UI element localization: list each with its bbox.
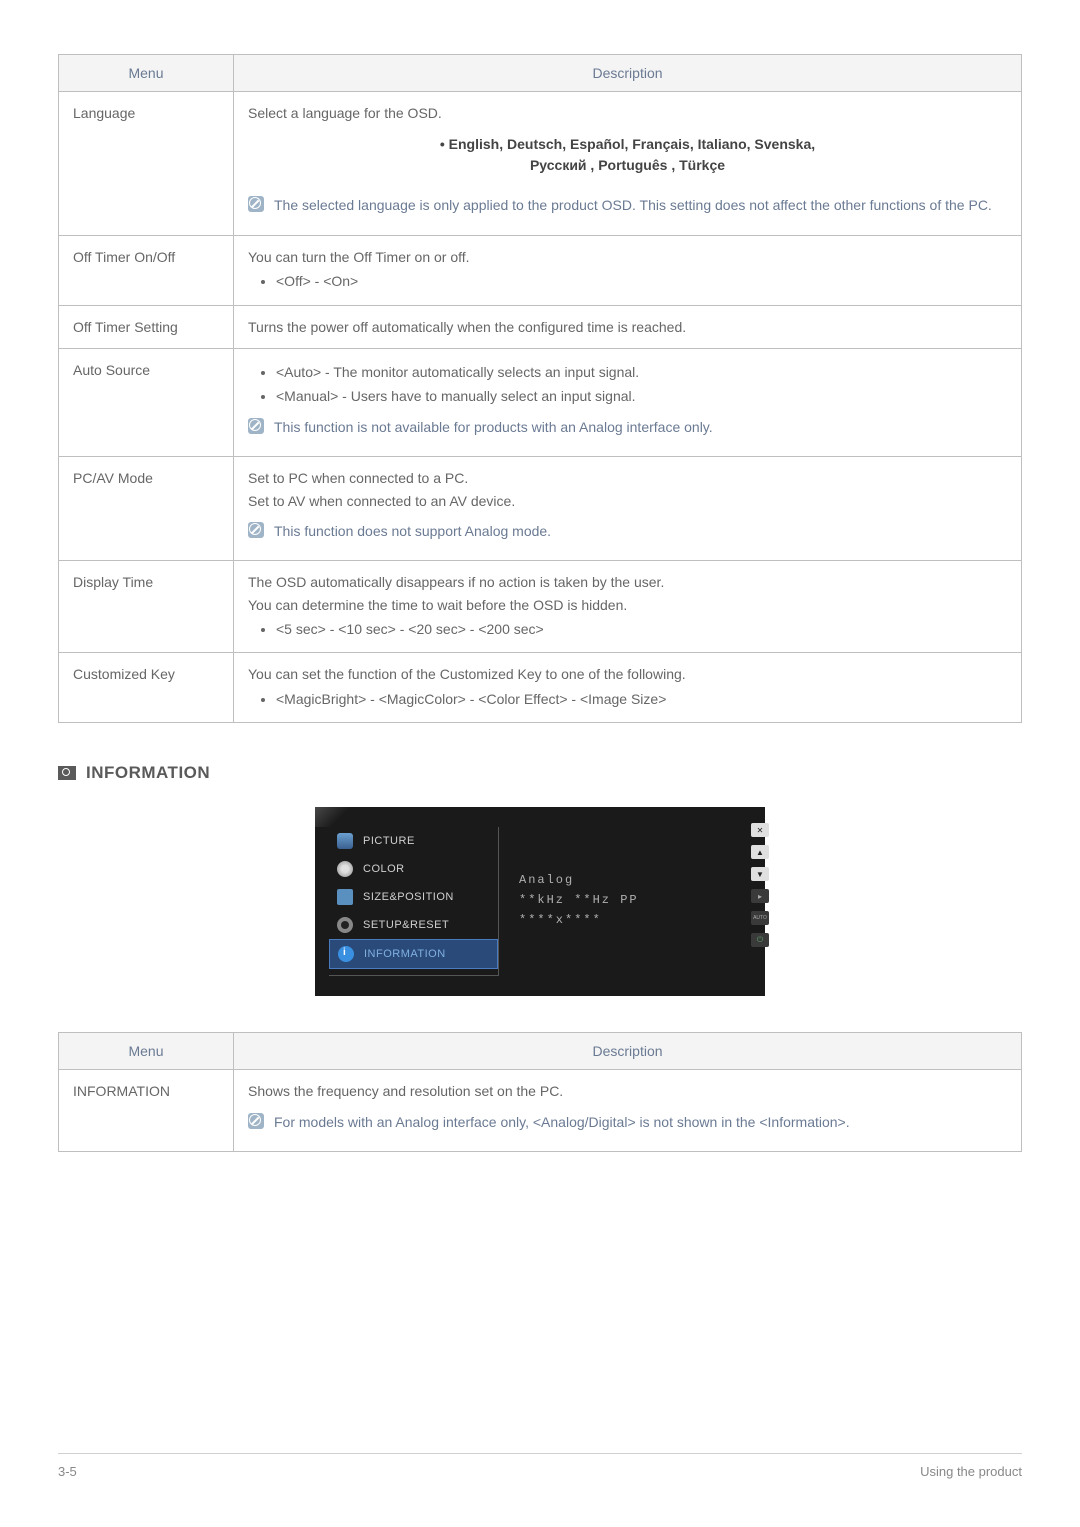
table-row: INFORMATION Shows the frequency and reso… — [59, 1070, 1022, 1152]
header-description: Description — [234, 55, 1022, 92]
info-icon — [338, 946, 354, 962]
header-menu: Menu — [59, 55, 234, 92]
footer-text: Using the product — [920, 1464, 1022, 1479]
note-text: This function is not available for produ… — [274, 416, 713, 438]
osd-item-sizepos: SIZE&POSITION — [329, 883, 498, 911]
section-icon — [58, 766, 76, 780]
picture-icon — [337, 833, 353, 849]
table-row: Off Timer Setting Turns the power off au… — [59, 305, 1022, 348]
osd-side-buttons: ✕ ▲ ▼ ▸ AUTO ⏻ — [751, 823, 769, 947]
menu-cell: Language — [59, 92, 234, 236]
table-header-row: Menu Description — [59, 55, 1022, 92]
menu-cell: Auto Source — [59, 348, 234, 456]
note-icon — [248, 522, 264, 538]
up-icon: ▲ — [751, 845, 769, 859]
desc-cell: Select a language for the OSD. • English… — [234, 92, 1022, 236]
bullet-list: <Auto> - The monitor automatically selec… — [248, 361, 1007, 408]
osd-line: ****x**** — [519, 913, 731, 927]
menu-cell: Off Timer On/Off — [59, 235, 234, 305]
desc-cell: Shows the frequency and resolution set o… — [234, 1070, 1022, 1152]
table-row: Off Timer On/Off You can turn the Off Ti… — [59, 235, 1022, 305]
list-item: <Off> - <On> — [276, 270, 1007, 292]
desc-text: You can set the function of the Customiz… — [248, 663, 1007, 685]
menu-cell: Off Timer Setting — [59, 305, 234, 348]
desc-cell: You can turn the Off Timer on or off. <O… — [234, 235, 1022, 305]
table-row: Display Time The OSD automatically disap… — [59, 561, 1022, 653]
desc-cell: Set to PC when connected to a PC. Set to… — [234, 457, 1022, 561]
table-row: Customized Key You can set the function … — [59, 653, 1022, 723]
desc-text: Set to AV when connected to an AV device… — [248, 490, 1007, 512]
section-header: INFORMATION — [58, 763, 1022, 783]
desc-text: You can turn the Off Timer on or off. — [248, 246, 1007, 268]
osd-screenshot-wrap: PICTURE COLOR SIZE&POSITION SETUP&RESET … — [58, 807, 1022, 996]
table-row: PC/AV Mode Set to PC when connected to a… — [59, 457, 1022, 561]
page-footer: 3-5 Using the product — [58, 1453, 1022, 1479]
note: This function does not support Analog mo… — [248, 520, 1007, 542]
close-icon: ✕ — [751, 823, 769, 837]
osd-ribbon-icon — [315, 807, 355, 827]
osd-line: Analog — [519, 873, 731, 887]
note: The selected language is only applied to… — [248, 194, 1007, 216]
desc-text: Shows the frequency and resolution set o… — [248, 1080, 1007, 1102]
size-icon — [337, 889, 353, 905]
bullet-list: <5 sec> - <10 sec> - <20 sec> - <200 sec… — [248, 618, 1007, 640]
menu-cell: Display Time — [59, 561, 234, 653]
bullet-list: <MagicBright> - <MagicColor> - <Color Ef… — [248, 688, 1007, 710]
language-list: • English, Deutsch, Español, Français, I… — [248, 124, 1007, 186]
down-icon: ▼ — [751, 867, 769, 881]
header-description: Description — [234, 1033, 1022, 1070]
section-title: INFORMATION — [86, 763, 210, 783]
color-icon — [337, 861, 353, 877]
note: This function is not available for produ… — [248, 416, 1007, 438]
menu-cell: INFORMATION — [59, 1070, 234, 1152]
menu-cell: PC/AV Mode — [59, 457, 234, 561]
note-icon — [248, 1113, 264, 1129]
menu-cell: Customized Key — [59, 653, 234, 723]
desc-text: Set to PC when connected to a PC. — [248, 467, 1007, 489]
list-item: <MagicBright> - <MagicColor> - <Color Ef… — [276, 688, 1007, 710]
desc-cell: <Auto> - The monitor automatically selec… — [234, 348, 1022, 456]
table-row: Auto Source <Auto> - The monitor automat… — [59, 348, 1022, 456]
menu-table-2: Menu Description INFORMATION Shows the f… — [58, 1032, 1022, 1152]
osd-menu-list: PICTURE COLOR SIZE&POSITION SETUP&RESET … — [329, 827, 499, 976]
note-text: The selected language is only applied to… — [274, 194, 992, 216]
desc-text: The OSD automatically disappears if no a… — [248, 571, 1007, 593]
desc-cell: The OSD automatically disappears if no a… — [234, 561, 1022, 653]
osd-line: **kHz **Hz PP — [519, 893, 731, 907]
header-menu: Menu — [59, 1033, 234, 1070]
auto-button: AUTO — [751, 911, 769, 925]
table-row: Language Select a language for the OSD. … — [59, 92, 1022, 236]
osd-item-setup: SETUP&RESET — [329, 911, 498, 939]
desc-cell: You can set the function of the Customiz… — [234, 653, 1022, 723]
page-number: 3-5 — [58, 1464, 77, 1479]
note-text: For models with an Analog interface only… — [274, 1111, 850, 1133]
osd-item-picture: PICTURE — [329, 827, 498, 855]
desc-cell: Turns the power off automatically when t… — [234, 305, 1022, 348]
desc-text: Select a language for the OSD. — [248, 102, 1007, 124]
bullet-list: <Off> - <On> — [248, 270, 1007, 292]
menu-table-1: Menu Description Language Select a langu… — [58, 54, 1022, 723]
enter-icon: ▸ — [751, 889, 769, 903]
list-item: <Auto> - The monitor automatically selec… — [276, 361, 1007, 383]
list-item: <Manual> - Users have to manually select… — [276, 385, 1007, 407]
power-icon: ⏻ — [751, 933, 769, 947]
note-text: This function does not support Analog mo… — [274, 520, 551, 542]
note-icon — [248, 196, 264, 212]
list-item: <5 sec> - <10 sec> - <20 sec> - <200 sec… — [276, 618, 1007, 640]
note: For models with an Analog interface only… — [248, 1111, 1007, 1133]
gear-icon — [337, 917, 353, 933]
osd-item-color: COLOR — [329, 855, 498, 883]
osd-item-information: INFORMATION — [329, 939, 498, 969]
desc-text: You can determine the time to wait befor… — [248, 594, 1007, 616]
table-header-row: Menu Description — [59, 1033, 1022, 1070]
note-icon — [248, 418, 264, 434]
osd-info-pane: Analog **kHz **Hz PP ****x**** — [499, 827, 751, 976]
osd-panel: PICTURE COLOR SIZE&POSITION SETUP&RESET … — [315, 807, 765, 996]
